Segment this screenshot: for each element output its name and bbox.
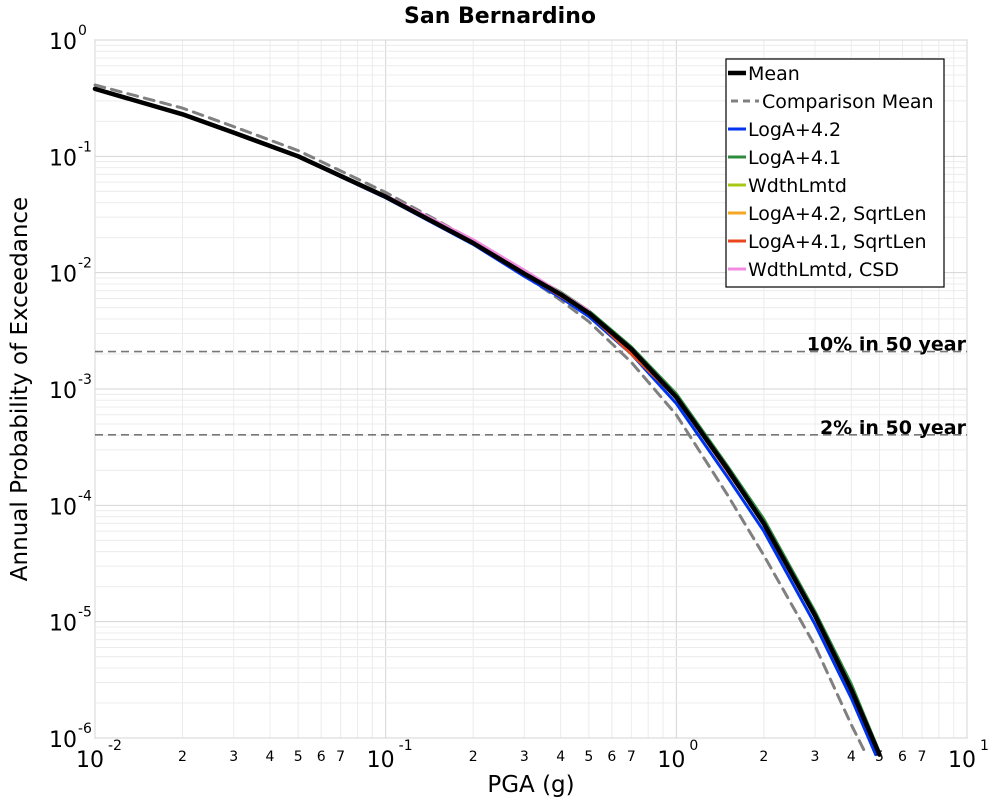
legend-entry: Mean (728, 63, 800, 85)
x-minor-tick-label: 6 (898, 749, 907, 765)
x-axis-label: PGA (g) (487, 772, 574, 798)
y-tick-base: 10 (49, 728, 77, 753)
legend-box (725, 58, 945, 288)
y-tick-base: 10 (49, 379, 77, 404)
x-minor-tick-label: 7 (336, 749, 345, 765)
y-tick-label: 10 -1 (49, 139, 92, 171)
legend-entry: LogA+4.1, SqrtLen (728, 231, 927, 253)
x-minor-tick-label: 7 (918, 749, 927, 765)
x-tick-label: 101 (948, 738, 989, 773)
x-tick-label: 10-1 (367, 738, 413, 773)
x-minor-tick-label: 4 (847, 749, 856, 765)
legend-label: LogA+4.1 (748, 147, 841, 169)
y-tick-base: 10 (49, 263, 77, 288)
x-minor-tick-label: 5 (294, 749, 303, 765)
legend-entry: LogA+4.1 (728, 147, 841, 169)
series-line (92, 86, 882, 757)
x-minor-tick-label: 6 (607, 749, 616, 765)
y-tick-exponent: -3 (78, 372, 92, 388)
reference-lines: 10% in 50 year 2% in 50 year (95, 334, 967, 439)
x-minor-tick-label: 3 (520, 749, 529, 765)
x-minor-tick-label: 7 (627, 749, 636, 765)
series-lines (92, 83, 882, 757)
x-minor-tick-label: 4 (556, 749, 565, 765)
x-tick-label: 10-2 (76, 738, 122, 773)
y-tick-label: 10 0 (49, 23, 87, 55)
y-tick-label: 10 -5 (49, 605, 92, 637)
y-tick-base: 10 (49, 612, 77, 637)
x-tick-exponent: -1 (399, 738, 413, 754)
legend-entry: WdthLmtd (728, 175, 847, 197)
legend-label: Mean (748, 63, 800, 85)
legend-entry: Comparison Mean (731, 91, 934, 113)
y-axis-label: Annual Probability of Exceedance (7, 197, 33, 581)
y-tick-exponent: -6 (78, 721, 92, 737)
y-tick-exponent: -1 (78, 139, 92, 155)
y-tick-label: 10 -4 (49, 488, 92, 520)
x-minor-tick-label: 2 (469, 749, 478, 765)
y-tick-label: 10 -2 (49, 256, 92, 288)
y-tick-exponent: -4 (78, 488, 92, 504)
reference-line-label: 2% in 50 year (820, 417, 967, 439)
legend-label: LogA+4.2, SqrtLen (748, 203, 927, 225)
legend-label: LogA+4.1, SqrtLen (748, 231, 927, 253)
x-minor-tick-label: 2 (759, 749, 768, 765)
x-minor-tick-label: 2 (178, 749, 187, 765)
legend-entry: WdthLmtd, CSD (728, 259, 899, 281)
x-tick-label: 100 (657, 738, 698, 773)
x-tick-base: 10 (948, 748, 976, 773)
legend-entry: LogA+4.2, SqrtLen (728, 203, 927, 225)
x-tick-exponent: 0 (689, 738, 698, 754)
y-tick-base: 10 (49, 146, 77, 171)
chart-title: San Bernardino (404, 4, 596, 29)
x-tick-exponent: -2 (108, 738, 122, 754)
x-minor-tick-label: 3 (229, 749, 238, 765)
y-tick-label: 10 -6 (49, 721, 92, 753)
series-line (93, 83, 868, 757)
x-tick-base: 10 (76, 748, 104, 773)
x-tick-base: 10 (367, 748, 395, 773)
x-minor-tick-label: 5 (584, 749, 593, 765)
legend: Mean Comparison Mean LogA+4.2 LogA+4.1 WdthL… (725, 58, 945, 288)
y-tick-base: 10 (49, 30, 77, 55)
x-minor-tick-label: 5 (875, 749, 884, 765)
grid-lines (94, 39, 968, 739)
legend-label: LogA+4.2 (748, 119, 841, 141)
x-tick-exponent: 1 (980, 738, 989, 754)
y-tick-exponent: -2 (78, 256, 92, 272)
legend-entry: LogA+4.2 (728, 119, 841, 141)
x-minor-tick-label: 3 (811, 749, 820, 765)
y-tick-exponent: -5 (78, 605, 92, 621)
legend-label: WdthLmtd (748, 175, 847, 197)
x-minor-tick-label: 6 (317, 749, 326, 765)
x-tick-base: 10 (657, 748, 685, 773)
y-tick-base: 10 (49, 495, 77, 520)
y-tick-label: 10 -3 (49, 372, 92, 404)
legend-label: Comparison Mean (762, 91, 934, 113)
legend-label: WdthLmtd, CSD (748, 259, 899, 281)
y-tick-exponent: 0 (78, 23, 87, 39)
reference-line-label: 10% in 50 year (807, 334, 967, 356)
x-minor-tick-label: 4 (266, 749, 275, 765)
